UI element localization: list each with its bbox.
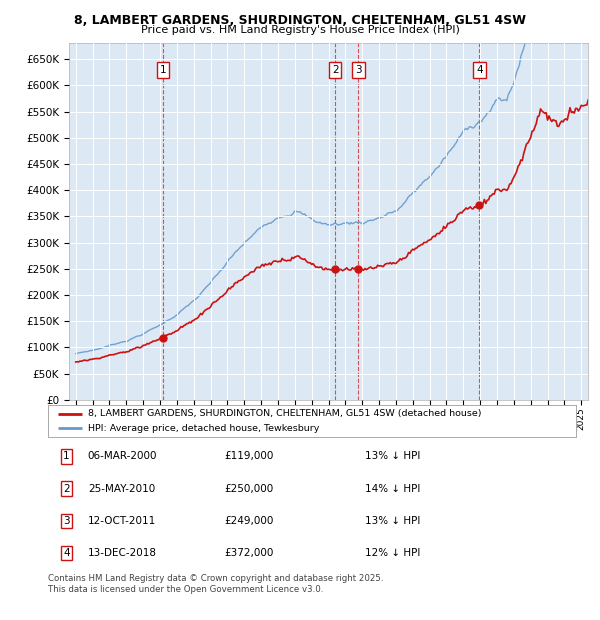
Text: 3: 3 <box>355 64 362 74</box>
Text: Contains HM Land Registry data © Crown copyright and database right 2025.
This d: Contains HM Land Registry data © Crown c… <box>48 574 383 593</box>
Text: £372,000: £372,000 <box>224 548 274 558</box>
Text: 2: 2 <box>332 64 338 74</box>
Text: 8, LAMBERT GARDENS, SHURDINGTON, CHELTENHAM, GL51 4SW: 8, LAMBERT GARDENS, SHURDINGTON, CHELTEN… <box>74 14 526 27</box>
Text: £250,000: £250,000 <box>224 484 273 494</box>
Text: 25-MAY-2010: 25-MAY-2010 <box>88 484 155 494</box>
Text: 13% ↓ HPI: 13% ↓ HPI <box>365 451 420 461</box>
Text: 1: 1 <box>160 64 166 74</box>
Text: 14% ↓ HPI: 14% ↓ HPI <box>365 484 420 494</box>
Text: 12% ↓ HPI: 12% ↓ HPI <box>365 548 420 558</box>
Text: 4: 4 <box>63 548 70 558</box>
Text: 13% ↓ HPI: 13% ↓ HPI <box>365 516 420 526</box>
Text: 12-OCT-2011: 12-OCT-2011 <box>88 516 156 526</box>
Text: 3: 3 <box>63 516 70 526</box>
Text: 1: 1 <box>63 451 70 461</box>
Text: £119,000: £119,000 <box>224 451 274 461</box>
Text: HPI: Average price, detached house, Tewkesbury: HPI: Average price, detached house, Tewk… <box>88 424 319 433</box>
Text: Price paid vs. HM Land Registry's House Price Index (HPI): Price paid vs. HM Land Registry's House … <box>140 25 460 35</box>
Text: 13-DEC-2018: 13-DEC-2018 <box>88 548 157 558</box>
Text: 2: 2 <box>63 484 70 494</box>
Text: 4: 4 <box>476 64 482 74</box>
Text: 8, LAMBERT GARDENS, SHURDINGTON, CHELTENHAM, GL51 4SW (detached house): 8, LAMBERT GARDENS, SHURDINGTON, CHELTEN… <box>88 409 481 418</box>
Text: £249,000: £249,000 <box>224 516 274 526</box>
Text: 06-MAR-2000: 06-MAR-2000 <box>87 451 157 461</box>
